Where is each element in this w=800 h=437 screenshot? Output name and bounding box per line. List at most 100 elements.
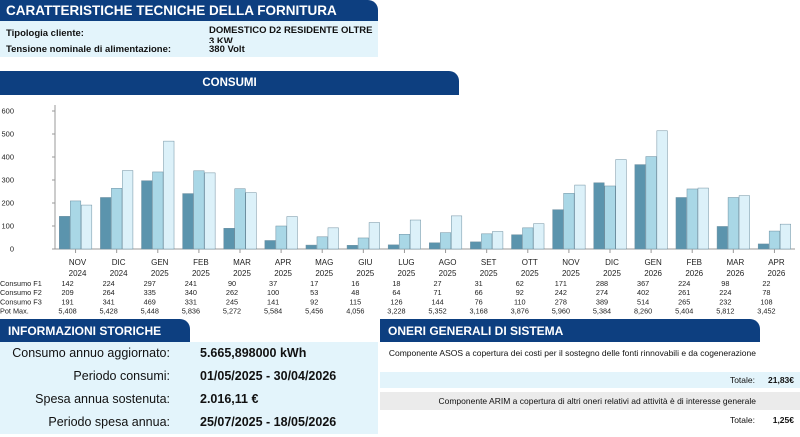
table-cell: 66 (475, 288, 483, 297)
bar-consumo-f3 (738, 195, 750, 250)
storiche-label: Consumo annuo aggiornato: (12, 346, 170, 360)
bar-consumo-f3 (163, 140, 175, 250)
bar-consumo-f1 (264, 240, 276, 250)
bar-consumo-f2 (645, 156, 657, 250)
x-tick-year: 2025 (398, 269, 416, 278)
y-tick-label: 200 (1, 199, 14, 208)
table-cell: 5,384 (593, 307, 611, 316)
bar-consumo-f3 (656, 130, 668, 250)
x-tick-year: 2025 (603, 269, 621, 278)
bar-consumo-f3 (81, 204, 93, 250)
oneri-total-value: 21,83€ (768, 375, 794, 385)
table-cell: 5,456 (305, 307, 323, 316)
y-tick-label: 300 (1, 176, 14, 185)
table-cell: 48 (351, 288, 359, 297)
bar-consumo-f1 (141, 180, 153, 250)
storiche-label: Periodo consumi: (73, 369, 170, 383)
x-tick-month: OTT (522, 258, 538, 267)
table-cell: 341 (103, 297, 115, 306)
bar-consumo-f1 (716, 226, 728, 250)
table-cell: 115 (350, 297, 362, 306)
table-cell: 331 (185, 297, 197, 306)
table-cell: 288 (596, 279, 608, 288)
tech-value: DOMESTICO D2 RESIDENTE OLTRE 3 KW (209, 25, 373, 47)
table-cell: 5,352 (428, 307, 446, 316)
y-tick-label: 100 (1, 222, 14, 231)
tech-row-tipologia: Tipologia cliente: DOMESTICO D2 RESIDENT… (0, 21, 378, 47)
table-cell: 110 (514, 297, 526, 306)
bar-consumo-f1 (100, 197, 112, 250)
bar-consumo-f1 (593, 182, 605, 250)
storiche-row-periodo-spesa: Periodo spesa annua: 25/07/2025 - 18/05/… (0, 415, 378, 437)
x-tick-year: 2025 (233, 269, 251, 278)
table-cell: 262 (226, 288, 238, 297)
x-tick-year: 2024 (110, 269, 128, 278)
table-cell: 469 (144, 297, 156, 306)
x-tick-month: DIC (605, 258, 619, 267)
table-cell: 5,272 (223, 307, 241, 316)
table-cell: 5,448 (141, 307, 159, 316)
bar-consumo-f2 (234, 188, 246, 250)
table-cell: 17 (310, 279, 318, 288)
x-tick-year: 2025 (151, 269, 169, 278)
table-cell: 340 (185, 288, 197, 297)
bar-consumo-f1 (470, 241, 482, 250)
table-cell: 141 (267, 297, 279, 306)
table-cell: 5,408 (58, 307, 76, 316)
bar-consumo-f3 (204, 172, 216, 250)
bar-consumo-f1 (305, 244, 317, 250)
oneri-total-label: Totale: (729, 375, 755, 385)
bar-consumo-f3 (615, 159, 627, 250)
table-cell: 224 (719, 288, 731, 297)
x-tick-year: 2026 (685, 269, 703, 278)
table-cell: 389 (596, 297, 608, 306)
bar-consumo-f1 (223, 228, 235, 250)
table-cell: 224 (678, 279, 690, 288)
table-cell: 3,876 (511, 307, 529, 316)
table-cell: 4,056 (346, 307, 364, 316)
oneri-total-label: Totale: (729, 415, 755, 425)
tech-label: Tensione nominale di alimentazione: (6, 44, 172, 55)
x-tick-month: MAR (233, 258, 251, 267)
tech-value: 380 Volt (209, 44, 245, 55)
storiche-row-periodo-consumi: Periodo consumi: 01/05/2025 - 30/04/2026 (0, 369, 378, 391)
bar-consumo-f2 (522, 227, 534, 250)
table-cell: 402 (637, 288, 649, 297)
bar-consumo-f1 (59, 216, 71, 250)
bar-consumo-f2 (440, 232, 452, 250)
table-cell: 108 (760, 297, 772, 306)
table-cell: 64 (392, 288, 400, 297)
table-cell: 335 (144, 288, 156, 297)
table-cell: 261 (678, 288, 690, 297)
bar-consumo-f1 (634, 164, 646, 250)
table-cell: 241 (185, 279, 197, 288)
bar-consumo-f3 (245, 192, 257, 250)
x-tick-year: 2025 (562, 269, 580, 278)
storiche-value: 25/07/2025 - 18/05/2026 (200, 415, 337, 429)
x-tick-month: SET (481, 258, 497, 267)
table-cell: 142 (61, 279, 73, 288)
table-cell: 171 (555, 279, 567, 288)
bar-consumo-f1 (552, 209, 564, 250)
bar-consumo-f3 (286, 216, 298, 250)
table-cell: 22 (762, 279, 770, 288)
storiche-row-consumo: Consumo annuo aggiornato: 5.665,898000 k… (0, 346, 378, 368)
bar-consumo-f3 (122, 170, 134, 250)
bar-consumo-f3 (574, 184, 586, 250)
consumi-chart: 0 100 200 300 400 500 600 NOV 2024 DIC 2024 GEN 2025… (0, 105, 795, 316)
storiche-row-spesa: Spesa annua sostenuta: 2.016,11 € (0, 392, 378, 414)
x-tick-month: FEB (193, 258, 209, 267)
table-cell: 245 (226, 297, 238, 306)
table-row-label: Consumo F1 (0, 279, 42, 288)
bar-consumo-f1 (511, 234, 523, 250)
x-tick-month: GEN (151, 258, 169, 267)
table-row-label: Consumo F3 (0, 297, 42, 306)
bar-consumo-f2 (604, 185, 616, 250)
storiche-section-title: INFORMAZIONI STORICHE (0, 319, 190, 342)
bar-consumo-f2 (686, 188, 698, 250)
bar-consumo-f2 (398, 234, 410, 250)
bar-consumo-f2 (70, 200, 82, 250)
table-cell: 92 (310, 297, 318, 306)
table-cell: 5,428 (100, 307, 118, 316)
x-tick-month: NOV (69, 258, 87, 267)
